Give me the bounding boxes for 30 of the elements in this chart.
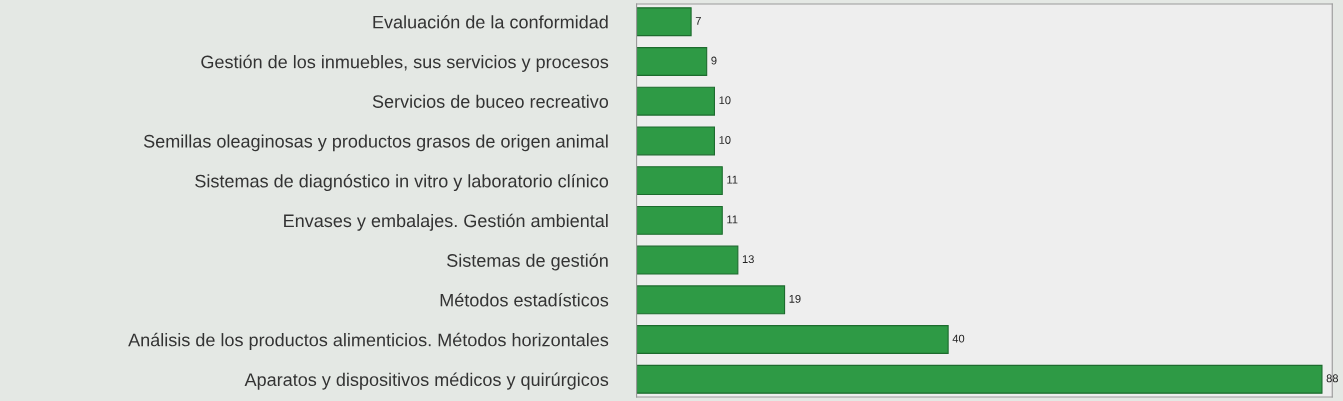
data-label: 7 <box>695 16 701 25</box>
y-tick-label: Evaluación de la conformidad <box>373 15 608 29</box>
bar <box>636 364 1323 394</box>
data-label: 10 <box>719 96 731 105</box>
y-tick-label: Semillas oleaginosas y productos grasos de origen animal <box>143 134 608 152</box>
y-tick-label: Métodos estadísticos <box>440 293 609 307</box>
bar <box>636 47 708 76</box>
bar <box>636 7 692 37</box>
y-tick-label: Análisis de los productos alimenticios. Métodos horizontales <box>128 332 609 350</box>
y-tick-label: Sistemas de diagnóstico in vitro y laboratorio clínico <box>195 173 609 192</box>
data-label: 10 <box>719 136 731 144</box>
bar <box>636 86 716 116</box>
bar <box>636 126 716 156</box>
data-label: 13 <box>742 255 754 264</box>
y-tick-label: Sistemas de gestión <box>447 253 608 271</box>
y-tick-label: Gestión de los inmuebles, sus servicios y procesos <box>201 54 609 72</box>
bar <box>636 205 723 235</box>
data-label: 9 <box>711 56 717 65</box>
bar <box>636 166 723 196</box>
y-tick-label: Aparatos y dispositivos médicos y quirúrgicos <box>244 372 609 390</box>
bar <box>636 325 949 354</box>
data-label: 19 <box>789 294 801 303</box>
data-label: 88 <box>1326 374 1339 383</box>
data-label: 11 <box>727 215 738 224</box>
data-label: 11 <box>727 175 738 184</box>
data-label: 40 <box>952 334 965 343</box>
y-tick-label: Envases y embalajes. Gestión ambiental <box>284 213 608 231</box>
bar <box>636 245 739 275</box>
bar <box>636 285 786 315</box>
y-tick-label: Servicios de buceo recreativo <box>372 94 609 108</box>
